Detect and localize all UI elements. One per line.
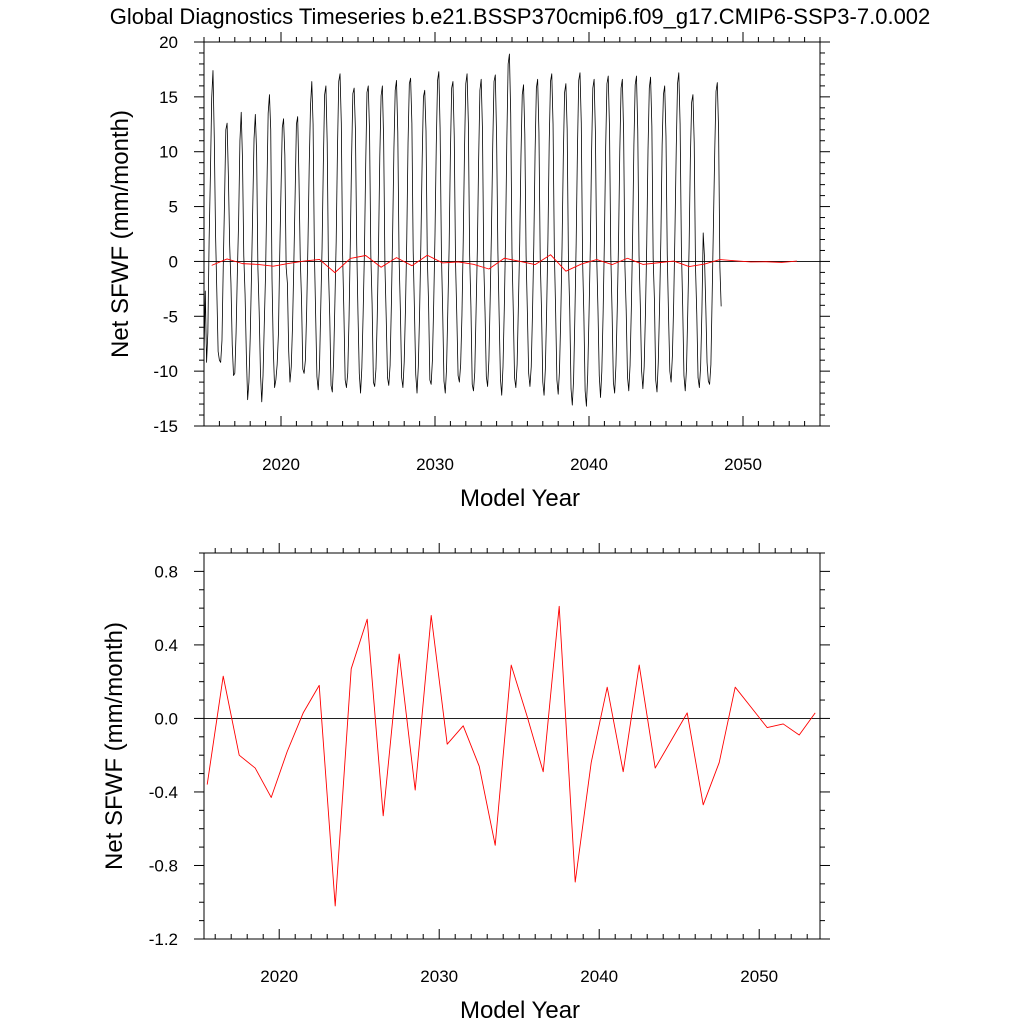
y-tick-label: -0.8 <box>149 856 178 875</box>
x-tick-label: 2020 <box>260 967 298 986</box>
y-tick-label: 0.8 <box>154 562 178 581</box>
y-tick-label: 0.4 <box>154 636 178 655</box>
x-axis-label: Model Year <box>460 997 580 1024</box>
x-axis-label: Model Year <box>460 485 580 512</box>
bottom-panel: 2020 2030 2040 2050 -1.2 -0.8 -0.4 0.0 0.4 0.8 Mod… <box>101 543 830 1024</box>
y-tick-label: 0 <box>169 252 178 271</box>
monthly-series-line <box>203 53 722 407</box>
x-tick-label: 2020 <box>262 455 300 474</box>
annual-mean-series-line <box>211 254 797 274</box>
y-axis-label: Net SFWF (mm/month) <box>107 110 134 358</box>
x-tick-label: 2040 <box>580 967 618 986</box>
y-tick-label: 15 <box>159 88 178 107</box>
chart-title: Global Diagnostics Timeseries b.e21.BSSP… <box>110 4 931 29</box>
x-tick-label: 2030 <box>420 967 458 986</box>
y-tick-label: -10 <box>153 362 178 381</box>
x-tick-label: 2050 <box>724 455 762 474</box>
x-tick-label: 2050 <box>740 967 778 986</box>
annual-mean-series-line <box>206 605 816 907</box>
y-tick-label: 20 <box>159 33 178 52</box>
x-tick-label: 2040 <box>570 455 608 474</box>
y-tick-label: 0.0 <box>154 709 178 728</box>
y-tick-label: 10 <box>159 143 178 162</box>
y-tick-label: -1.2 <box>149 930 178 949</box>
y-tick-label: -0.4 <box>149 783 178 802</box>
top-panel: 2020 2030 2040 2050 -15 -10 -5 0 5 10 15 20 Model Ye… <box>107 32 830 512</box>
x-tick-label: 2030 <box>416 455 454 474</box>
plot-frame <box>203 552 821 940</box>
y-tick-label: -5 <box>163 307 178 326</box>
y-tick-label: -15 <box>153 417 178 436</box>
y-tick-label: 5 <box>169 198 178 217</box>
y-axis-label: Net SFWF (mm/month) <box>101 622 128 870</box>
